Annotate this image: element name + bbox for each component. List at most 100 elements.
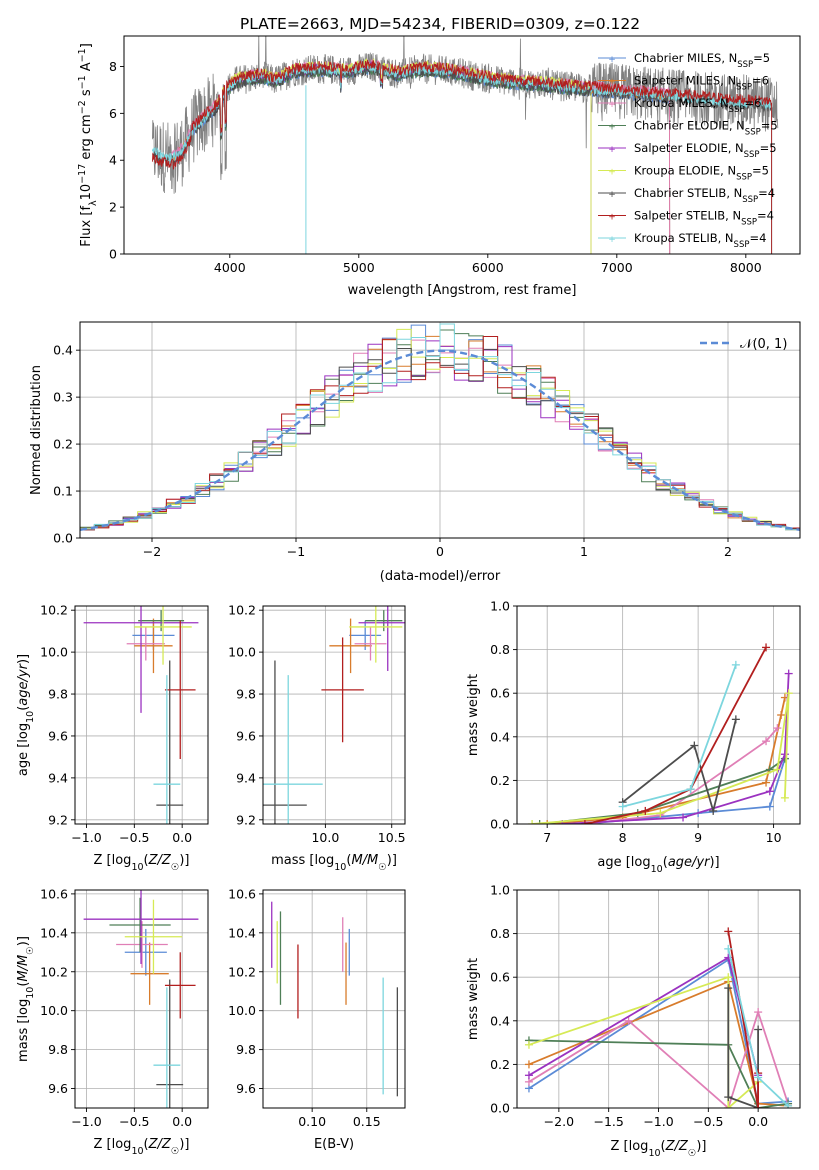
errorbar-kroupa-miles <box>354 626 387 661</box>
histogram-kroupa-stelib <box>80 323 800 531</box>
legend: 𝒩(0, 1) <box>700 337 787 352</box>
y-tick-label: 0.6 <box>490 686 510 701</box>
legend-marker: + <box>608 235 616 245</box>
model-line-kroupa-stelib <box>151 61 773 254</box>
y-tick-label: 0.0 <box>490 817 510 832</box>
legend-marker: + <box>608 213 616 223</box>
plot-area <box>151 36 779 254</box>
x-tick-label: −2.0 <box>544 1114 574 1129</box>
x-axis-label: (data-model)/error <box>380 569 501 584</box>
y-tick-label: 1.0 <box>490 599 510 614</box>
errorbar-chabrier-stelib <box>156 660 184 824</box>
errorbar-salpeter-miles <box>329 618 372 674</box>
series-line <box>727 988 759 1108</box>
y-tick-label: 0.2 <box>490 773 510 788</box>
plot-area <box>80 322 800 538</box>
y-tick-label: 0.8 <box>490 926 510 941</box>
y-tick-label: 10.4 <box>228 925 256 940</box>
normal-curve <box>80 349 800 531</box>
panel-age-vs-metallicity: −1.0 −0.5 0.0 9.2 9.4 9.6 9.8 10.0 10.2 Z [log10(… <box>16 603 209 873</box>
y-tick-label: 0.8 <box>490 642 510 657</box>
errorbar-kroupa-stelib <box>263 675 323 824</box>
y-axis-label: Normed distribution <box>29 365 44 495</box>
y-tick-label: 9.2 <box>236 812 256 827</box>
legend: + Chabrier MILES, NSSP=5 + Salpeter MILES, … <box>598 51 778 250</box>
errorbar-kroupa-elodie <box>134 606 192 665</box>
y-tick-label: 10.0 <box>228 1003 256 1018</box>
errorbar-salpeter-miles <box>130 942 169 1005</box>
x-tick-label: 0.0 <box>748 1114 768 1129</box>
errorbar-salpeter-stelib <box>164 620 196 760</box>
plot-area <box>263 890 405 1108</box>
x-tick-label: −2 <box>143 544 161 559</box>
legend-label: Chabrier STELIB, NSSP=4 <box>634 186 775 205</box>
plot-area <box>517 606 800 824</box>
axes-frame <box>74 889 209 1109</box>
x-tick-label: 8 <box>619 830 627 845</box>
errorbar-kroupa-miles <box>126 626 165 661</box>
panel-weight-vs-metallicity: −2.0 −1.5 −1.0 −0.5 0.0 0.0 0.2 0.4 0.6 0.8 1.0 Z [… <box>466 883 801 1159</box>
y-tick-label: 6 <box>109 106 117 121</box>
series-chabrier-stelib <box>724 984 763 1108</box>
panel-mass-vs-extinction: 0.10 0.15 9.6 9.8 10.0 10.2 10.4 10.6 E(B-V) <box>228 886 406 1152</box>
errorbar-chabrier-elodie <box>109 897 171 953</box>
y-axis-label: age [log10(age/yr)] <box>16 654 36 776</box>
x-tick-label: 10.5 <box>378 830 406 845</box>
errorbar-chabrier-stelib <box>156 979 184 1108</box>
axes-frame <box>262 605 406 825</box>
errorbar-kroupa-elodie <box>124 899 183 974</box>
y-tick-label: 0.6 <box>490 970 510 985</box>
x-tick-label: 7 <box>543 830 551 845</box>
x-axis-label: E(B-V) <box>314 1137 354 1152</box>
x-tick-label: 8000 <box>730 260 762 275</box>
x-axis-label: Z [log10(Z/Z☉)] <box>611 1139 707 1159</box>
errorbar-kroupa-stelib <box>153 675 181 824</box>
y-tick-label: 9.8 <box>48 1042 68 1057</box>
panel-mass-vs-metallicity: −1.0 −0.5 0.0 9.6 9.8 10.0 10.2 10.4 10.6 Z [log1… <box>16 886 209 1157</box>
y-axis-label: Flux [fλ10−17 erg cm−2 s−1 A−1] <box>77 43 99 247</box>
series-kroupa-stelib <box>724 944 793 1108</box>
series-kroupa-stelib <box>618 660 740 811</box>
legend-label: Chabrier ELODIE, NSSP=5 <box>634 119 778 138</box>
errorbar-kroupa-elodie <box>349 606 403 663</box>
y-axis-label: mass [log10(M/M☉)] <box>16 936 36 1062</box>
y-tick-label: 0.2 <box>490 1057 510 1072</box>
y-tick-label: 9.4 <box>236 770 256 785</box>
y-tick-label: 0.4 <box>53 343 73 358</box>
y-tick-label: 1.0 <box>490 883 510 898</box>
y-tick-label: 10.6 <box>228 886 256 901</box>
y-tick-label: 0.3 <box>53 390 73 405</box>
y-tick-label: 9.6 <box>236 728 256 743</box>
x-tick-label: 0.0 <box>172 830 192 845</box>
x-tick-label: −0.5 <box>693 1114 723 1129</box>
y-tick-label: 9.8 <box>48 687 68 702</box>
y-tick-label: 9.4 <box>48 770 68 785</box>
legend-marker: + <box>608 55 616 65</box>
legend-marker: + <box>608 145 616 155</box>
x-tick-label: 0.15 <box>353 1114 381 1129</box>
series-line <box>528 1039 789 1108</box>
legend-label: Kroupa ELODIE, NSSP=5 <box>634 164 769 183</box>
x-tick-label: −1.0 <box>71 1114 101 1129</box>
y-tick-label: 10.0 <box>40 645 68 660</box>
y-tick-label: 0 <box>109 247 117 262</box>
plot-area <box>517 890 800 1108</box>
x-axis-label: wavelength [Angstrom, rest frame] <box>348 283 577 298</box>
y-tick-label: 2 <box>109 200 117 215</box>
errorbar-salpeter-elodie <box>358 606 405 671</box>
y-tick-label: 0.4 <box>490 1013 510 1028</box>
axes-frame <box>516 605 801 825</box>
legend-marker: + <box>608 190 616 200</box>
x-tick-label: 0.10 <box>298 1114 326 1129</box>
plot-area <box>75 890 208 1108</box>
y-tick-label: 0.0 <box>53 531 73 546</box>
x-tick-label: −0.5 <box>119 1114 149 1129</box>
x-tick-label: −0.5 <box>119 830 149 845</box>
legend-label: Salpeter ELODIE, NSSP=5 <box>634 141 777 160</box>
series-salpeter-elodie <box>558 669 793 824</box>
y-tick-label: 10.4 <box>40 925 68 940</box>
errorbar-chabrier-elodie <box>365 610 403 632</box>
x-axis-label: Z [log10(Z/Z☉)] <box>94 853 190 873</box>
